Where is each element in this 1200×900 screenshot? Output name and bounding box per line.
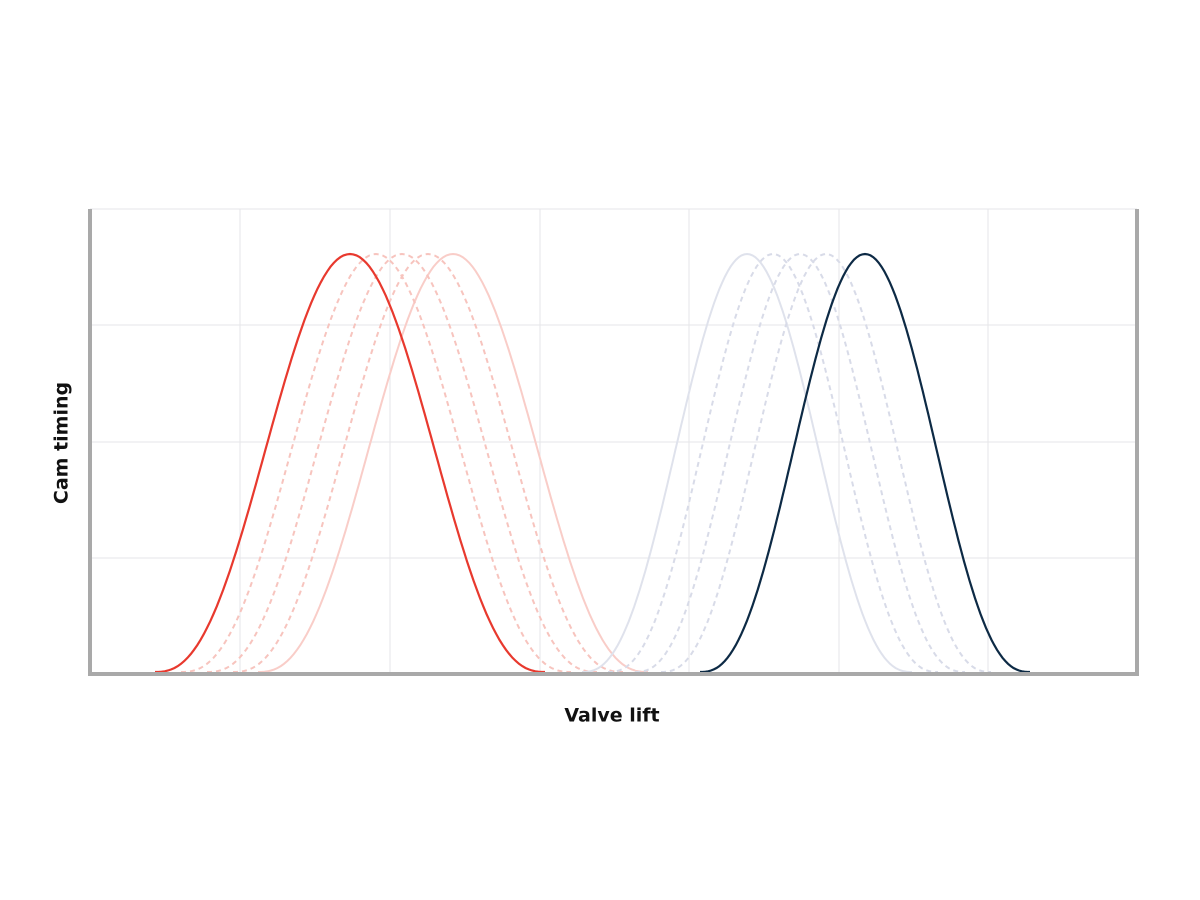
curves (155, 252, 1030, 674)
cam-curve (700, 252, 1030, 674)
x-axis-label: Valve lift (564, 705, 659, 727)
cam-curve (258, 252, 648, 673)
cam-curve (608, 252, 938, 673)
cam-curve (181, 252, 571, 673)
axis-frame (88, 209, 1139, 676)
y-axis-label: Cam timing (51, 382, 73, 504)
cam-curve (207, 252, 597, 673)
grid (90, 208, 1137, 674)
cam-curve (233, 252, 623, 673)
cam-curve (155, 252, 545, 674)
cam-curve (661, 252, 991, 673)
cam-curve (635, 252, 965, 673)
cam-curve (582, 252, 912, 673)
